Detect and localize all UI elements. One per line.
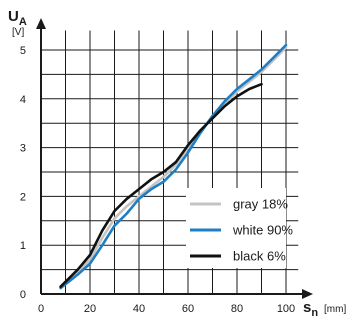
y-tick-label-0: 0 <box>20 289 26 301</box>
x-tick-label-5: 100 <box>277 303 295 315</box>
series-layer <box>59 43 288 290</box>
y-tick-label-5: 5 <box>20 45 26 57</box>
series-line-0 <box>59 46 288 288</box>
y-axis-arrow-icon <box>36 18 46 29</box>
legend-label-1: white 90% <box>232 223 293 238</box>
legend: gray 18% white 90% black 6% <box>186 188 293 268</box>
x-axis-title: sn [mm] <box>303 299 346 319</box>
series-line-1 <box>59 43 288 290</box>
y-axis-title: UA [V] <box>8 8 27 38</box>
series-line-2 <box>59 82 263 288</box>
x-tick-label-1: 20 <box>84 303 96 315</box>
y-axis-unit: [V] <box>12 27 24 38</box>
x-tick-label-2: 40 <box>133 303 145 315</box>
tick-labels: 0 20 40 60 80 100 0 1 2 3 4 5 <box>20 45 295 315</box>
y-axis-symbol: U <box>8 8 19 25</box>
y-tick-label-4: 4 <box>20 94 26 106</box>
x-axis-unit: [mm] <box>324 304 346 315</box>
y-tick-label-2: 2 <box>20 191 26 203</box>
y-tick-label-3: 3 <box>20 143 26 155</box>
svg-text:UA: UA <box>8 8 27 28</box>
x-axis-symbol: s <box>303 299 311 316</box>
y-tick-label-1: 1 <box>20 240 26 252</box>
x-tick-label-4: 80 <box>231 303 243 315</box>
axes <box>36 18 313 299</box>
x-axis-arrow-icon <box>302 289 313 299</box>
y-axis-subscript: A <box>19 16 27 28</box>
x-tick-label-3: 60 <box>182 303 194 315</box>
x-axis-subscript: n <box>311 307 318 319</box>
legend-label-2: black 6% <box>233 249 286 264</box>
svg-text:sn: sn <box>303 299 318 319</box>
x-tick-label-0: 0 <box>38 303 44 315</box>
legend-label-0: gray 18% <box>233 197 288 212</box>
